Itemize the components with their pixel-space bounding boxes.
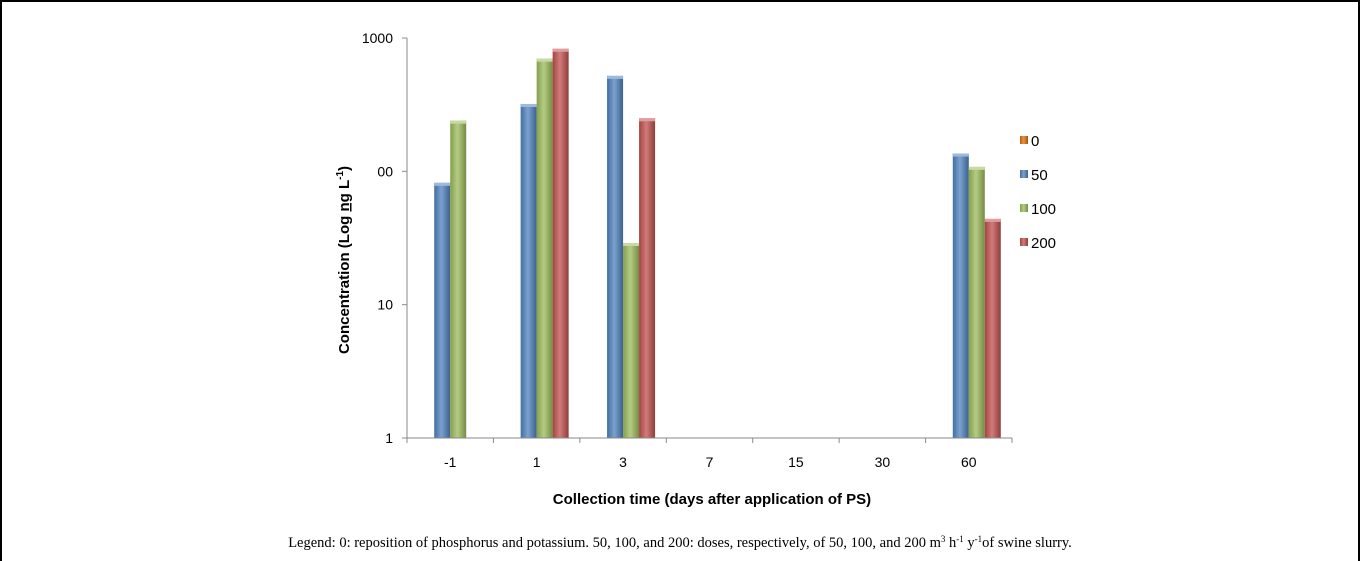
legend-label-0: 0 <box>1031 133 1039 150</box>
y-tick-label: 1000 <box>362 30 393 46</box>
bar-100--1 <box>450 120 467 439</box>
bar-top-50-1 <box>520 103 537 107</box>
bar-top-100--1 <box>450 120 467 124</box>
caption-sup-2: -1 <box>956 534 964 544</box>
y-axis-title-unit: L <box>336 180 353 193</box>
legend-swatch-0 <box>1020 136 1028 144</box>
legend-swatch-100 <box>1020 204 1028 212</box>
x-tick-label: -1 <box>444 454 457 470</box>
bar-100-1 <box>536 58 553 438</box>
x-tick-label: 30 <box>875 454 891 470</box>
bar-100-3 <box>623 243 640 438</box>
legend: 0 50 100 200 <box>1020 133 1056 252</box>
caption-text-3: y <box>963 535 975 551</box>
y-tick-label: 1 <box>385 430 393 446</box>
y-axis-title: Concentration (Log ng L-1) <box>335 166 353 354</box>
y-tick-label: 00 <box>377 163 393 179</box>
bar-top-100-3 <box>623 243 640 247</box>
bar-top-50-60 <box>952 153 969 157</box>
x-axis-title: Collection time (days after application … <box>553 491 871 508</box>
legend-swatch-50 <box>1020 170 1028 178</box>
bars-layer <box>434 48 1001 439</box>
y-axis-title-ng: ng <box>336 193 353 211</box>
bar-200-3 <box>639 118 656 439</box>
bar-50--1 <box>434 182 451 438</box>
bar-200-60 <box>984 218 1001 438</box>
bar-top-200-60 <box>984 218 1001 222</box>
x-tick-label: 3 <box>619 454 627 470</box>
x-tick-label: 60 <box>961 454 977 470</box>
legend-label-50: 50 <box>1031 167 1048 184</box>
figure-caption: Legend: 0: reposition of phosphorus and … <box>0 534 1360 552</box>
caption-text-2: h <box>945 535 957 551</box>
bar-50-3 <box>607 75 624 439</box>
x-tick-label: 1 <box>533 454 541 470</box>
bar-top-50--1 <box>434 182 451 186</box>
bar-top-100-1 <box>536 58 553 62</box>
caption-sup-3: -1 <box>974 534 983 544</box>
legend-swatch-200 <box>1020 238 1028 246</box>
caption-sup-1: 3 <box>940 534 946 544</box>
bar-top-100-60 <box>968 166 985 170</box>
y-axis-title-sup: -1 <box>335 171 346 180</box>
bar-top-200-3 <box>639 118 656 122</box>
bar-100-60 <box>968 166 985 438</box>
caption-text-1: Legend: 0: reposition of phosphorus and … <box>288 535 941 551</box>
y-axis-title-close: ) <box>336 166 353 171</box>
caption-text-4: of swine slurry. <box>982 535 1072 551</box>
legend-label-200: 200 <box>1031 235 1056 252</box>
bar-50-60 <box>952 153 969 439</box>
bar-50-1 <box>520 103 537 438</box>
bar-top-50-3 <box>607 75 624 79</box>
y-tick-label: 10 <box>377 297 393 313</box>
legend-label-100: 100 <box>1031 201 1056 218</box>
y-axis-title-main: Concentration (Log <box>336 212 353 355</box>
bar-200-1 <box>552 48 569 439</box>
x-tick-label: 15 <box>788 454 804 470</box>
bar-top-200-1 <box>552 48 569 52</box>
x-tick-label: 7 <box>706 454 714 470</box>
